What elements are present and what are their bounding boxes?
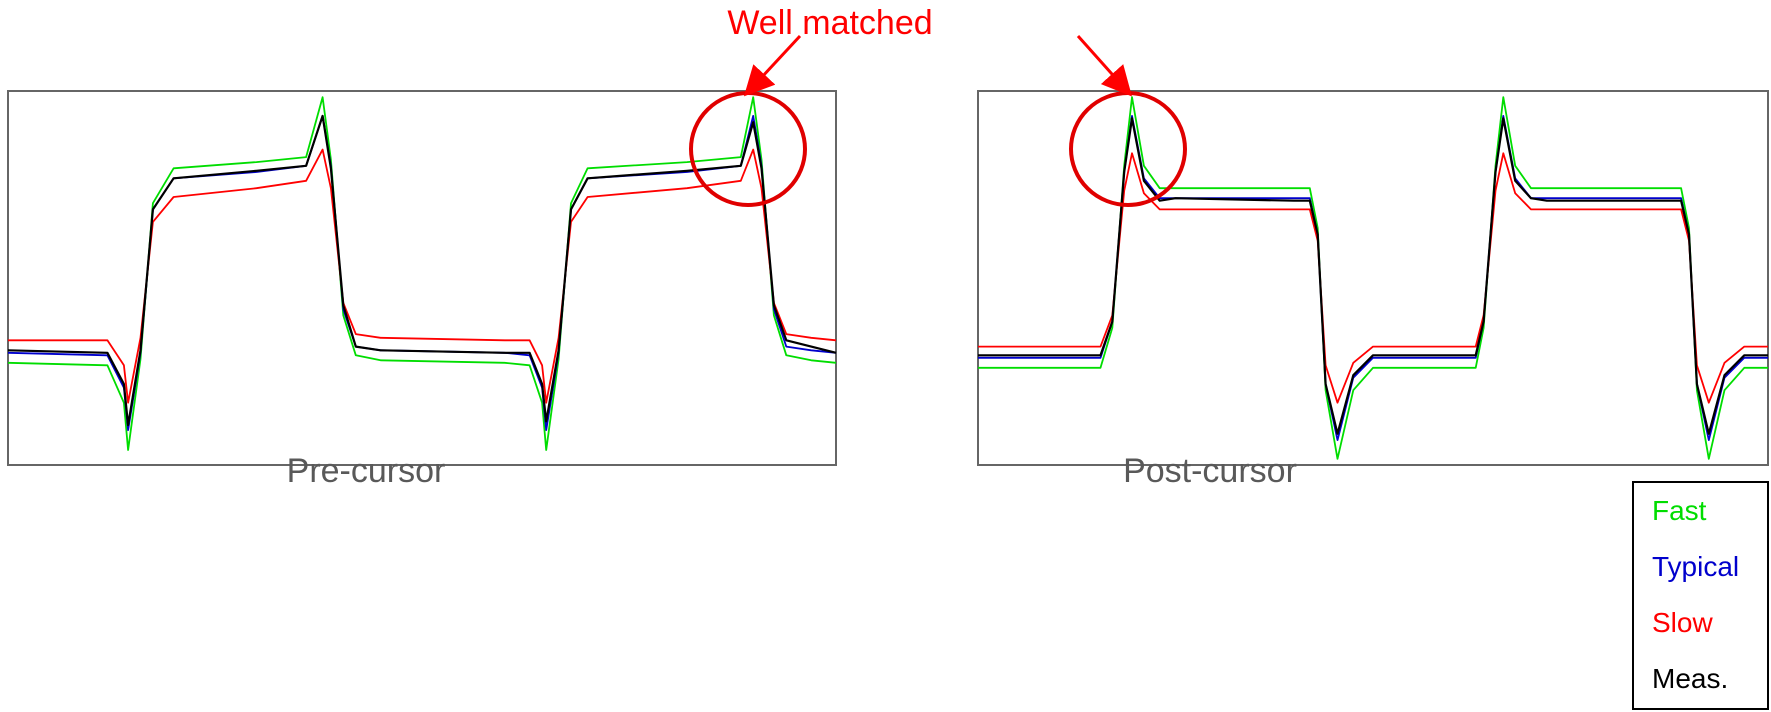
highlight-circle-left xyxy=(689,91,807,207)
pre-series-meas xyxy=(7,114,837,427)
caption-post-cursor: Post-cursor xyxy=(1123,452,1297,490)
legend-entry-meas: Meas. xyxy=(1652,663,1729,694)
right-plot-series xyxy=(978,96,1768,460)
caption-pre-cursor: Pre-cursor xyxy=(286,452,446,490)
left-plot-frame xyxy=(7,90,837,466)
left-plot-series xyxy=(7,96,837,451)
post-series-meas xyxy=(978,117,1768,435)
post-series-slow xyxy=(978,152,1768,404)
annotation-arrow-right xyxy=(1076,35,1132,97)
pre-series-slow xyxy=(8,148,837,404)
legend-entry-slow: Slow xyxy=(1652,607,1713,638)
legend: Fast Typical Slow Meas. xyxy=(1632,481,1769,710)
annotation-arrow-left xyxy=(743,34,802,97)
post-series-typical xyxy=(978,115,1768,442)
annotation-label: Well matched xyxy=(727,4,933,42)
legend-entry-typical: Typical xyxy=(1652,551,1740,582)
right-plot-frame xyxy=(977,90,1769,466)
legend-entry-fast: Fast xyxy=(1652,495,1707,526)
post-series-fast xyxy=(978,96,1768,460)
